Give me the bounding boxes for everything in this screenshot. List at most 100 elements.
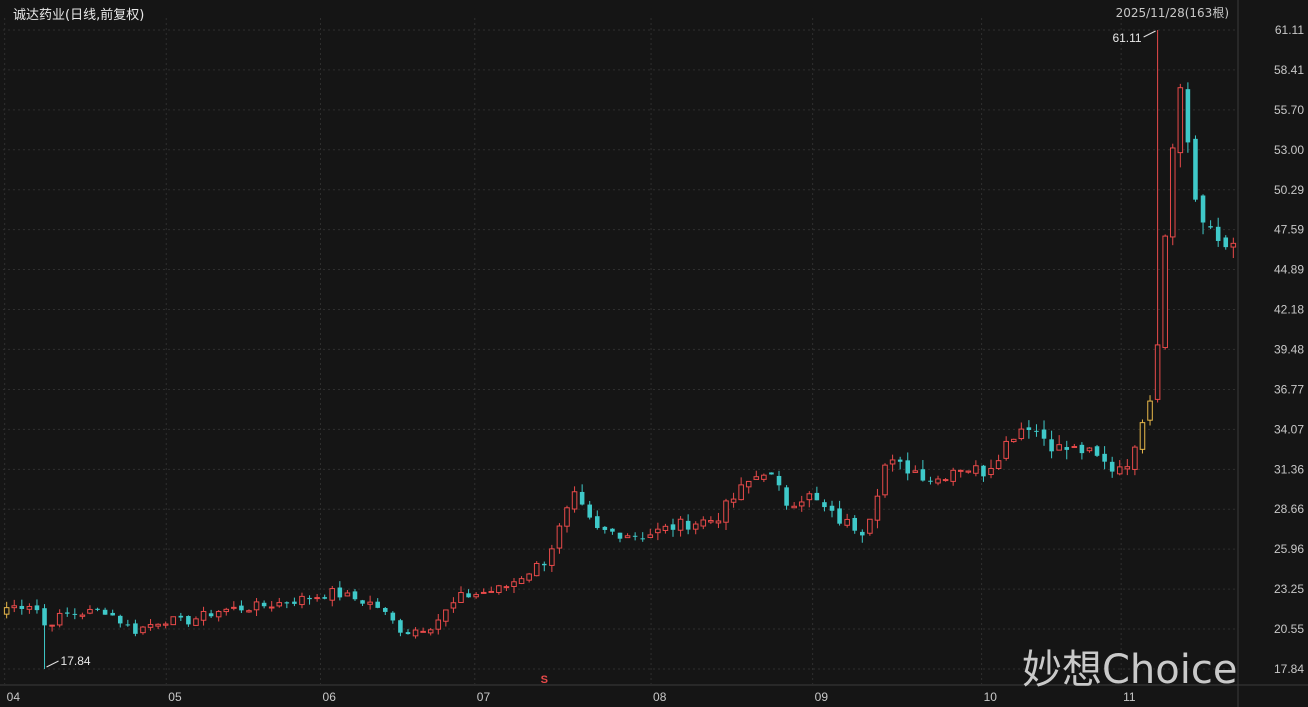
y-tick-label: 20.55 bbox=[1274, 622, 1304, 636]
candle-body bbox=[178, 615, 184, 618]
candle-body bbox=[798, 501, 805, 507]
candle-body bbox=[49, 624, 55, 627]
candle-body bbox=[973, 465, 979, 474]
candle-body bbox=[239, 605, 244, 611]
candle-body bbox=[571, 491, 578, 510]
candle-body bbox=[337, 587, 343, 598]
candle-body bbox=[685, 520, 691, 530]
candle-body bbox=[928, 480, 933, 482]
candle-body bbox=[19, 605, 25, 609]
y-tick-label: 58.41 bbox=[1274, 63, 1304, 77]
candle-body bbox=[398, 620, 403, 633]
candle-body bbox=[784, 487, 789, 506]
candle-body bbox=[215, 611, 222, 618]
candle-body bbox=[942, 479, 949, 482]
date-range-label: 2025/11/28(163根) bbox=[1115, 6, 1229, 20]
candle-body bbox=[382, 608, 388, 612]
candle-body bbox=[852, 517, 858, 531]
candle-body bbox=[814, 492, 820, 501]
candle-body bbox=[1018, 428, 1025, 440]
candle-body bbox=[647, 534, 654, 538]
candle-body bbox=[246, 610, 252, 613]
candle-body bbox=[405, 632, 411, 635]
candle-body bbox=[542, 563, 547, 566]
y-tick-label: 61.11 bbox=[1275, 23, 1304, 37]
y-tick-label: 44.89 bbox=[1274, 263, 1304, 277]
candle-body bbox=[518, 578, 525, 584]
candle-body bbox=[776, 475, 782, 486]
candle-body bbox=[170, 616, 177, 626]
candle-body bbox=[988, 467, 994, 476]
candle-body bbox=[708, 519, 714, 523]
candle-body bbox=[200, 610, 207, 621]
candle-body bbox=[1064, 447, 1070, 450]
y-tick-label: 25.96 bbox=[1274, 542, 1304, 556]
candle-body bbox=[488, 590, 495, 593]
candle-body bbox=[140, 626, 146, 634]
y-tick-label: 23.25 bbox=[1274, 582, 1304, 596]
candle-body bbox=[3, 607, 10, 615]
candle-body bbox=[427, 629, 434, 634]
x-tick-label: 05 bbox=[168, 690, 182, 704]
y-tick-label: 53.00 bbox=[1274, 143, 1304, 157]
candle-body bbox=[117, 615, 123, 624]
max-pointer bbox=[1143, 30, 1156, 38]
candle-body bbox=[670, 524, 676, 530]
min-pointer bbox=[46, 660, 59, 668]
chart-title: 诚达药业(日线,前复权) bbox=[13, 8, 145, 23]
candle-body bbox=[344, 592, 351, 597]
candle-body bbox=[480, 591, 487, 594]
candle-body bbox=[496, 585, 502, 593]
candle-body bbox=[957, 469, 964, 472]
candle-body bbox=[390, 612, 396, 621]
candle-body bbox=[352, 591, 358, 600]
candle-body bbox=[981, 465, 986, 477]
candle-body bbox=[1003, 440, 1009, 459]
x-tick-label: 08 bbox=[653, 690, 667, 704]
candle-body bbox=[450, 602, 457, 609]
candle-body bbox=[1109, 461, 1115, 472]
candle-body bbox=[1177, 87, 1184, 154]
candle-body bbox=[1049, 439, 1054, 452]
candle-body bbox=[125, 624, 131, 626]
x-tick-label: 10 bbox=[984, 690, 998, 704]
candle-body bbox=[905, 460, 911, 474]
candle-body bbox=[837, 508, 842, 524]
candle-body bbox=[102, 609, 108, 615]
candle-body bbox=[1139, 422, 1146, 450]
candle-body bbox=[1169, 147, 1176, 238]
candle-body bbox=[231, 606, 237, 609]
candle-body bbox=[1208, 226, 1213, 228]
candle-body bbox=[42, 608, 47, 626]
candle-body bbox=[595, 516, 600, 528]
candle-body bbox=[329, 588, 336, 601]
candle-body bbox=[443, 609, 449, 622]
x-tick-label: 04 bbox=[7, 690, 21, 704]
y-tick-label: 28.66 bbox=[1274, 502, 1304, 516]
candle-body bbox=[1102, 453, 1107, 462]
candle-body bbox=[1200, 195, 1206, 223]
candle-body bbox=[1010, 438, 1017, 443]
candle-body bbox=[284, 602, 290, 604]
candle-body bbox=[322, 597, 327, 599]
candle-body bbox=[935, 478, 941, 484]
candle-body bbox=[133, 623, 138, 634]
candle-body bbox=[549, 548, 555, 566]
y-tick-label: 50.29 bbox=[1274, 183, 1304, 197]
candle-body bbox=[738, 484, 744, 501]
candle-body bbox=[882, 464, 888, 496]
candle-body bbox=[276, 602, 283, 607]
signal-marker: S bbox=[541, 674, 548, 686]
candle-body bbox=[556, 525, 563, 549]
x-tick-label: 09 bbox=[815, 690, 829, 704]
candle-body bbox=[867, 518, 873, 534]
candle-body bbox=[466, 593, 471, 598]
y-tick-label: 34.07 bbox=[1274, 422, 1304, 436]
x-tick-label: 07 bbox=[477, 690, 491, 704]
candle-body bbox=[617, 532, 623, 539]
candle-body bbox=[662, 525, 669, 531]
candle-body bbox=[186, 616, 191, 625]
candle-body bbox=[745, 480, 752, 488]
